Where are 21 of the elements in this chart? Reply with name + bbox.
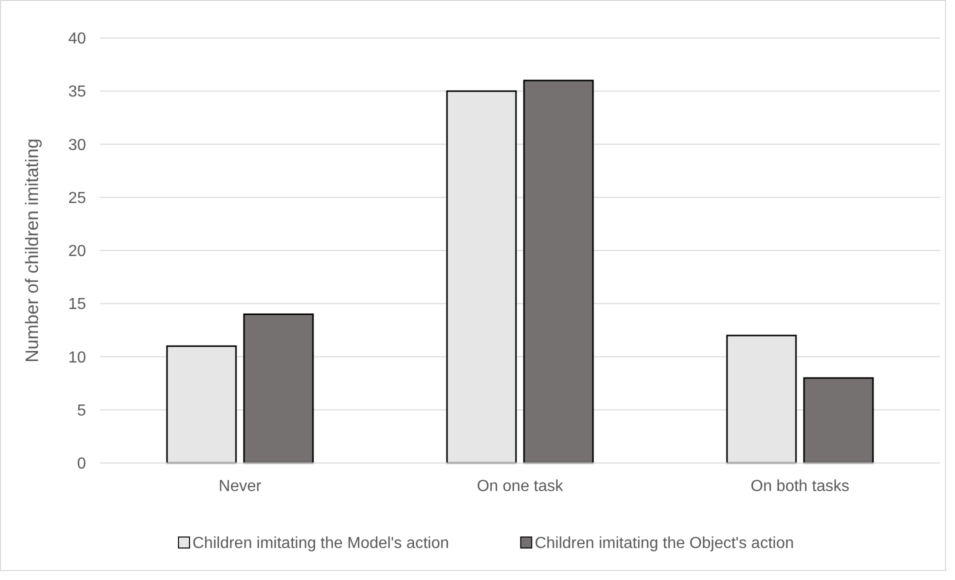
x-tick-label: On both tasks <box>750 478 850 495</box>
bar <box>523 80 594 464</box>
legend-label: Children imitating the Object's action <box>534 535 794 552</box>
y-tick-label: 40 <box>68 30 86 48</box>
y-tick-label: 0 <box>77 456 86 473</box>
y-tick-label: 35 <box>68 84 86 101</box>
bar <box>803 377 874 464</box>
y-tick-label: 10 <box>68 349 86 366</box>
y-tick-label: 15 <box>68 296 86 314</box>
bar <box>166 345 237 464</box>
y-tick-label: 20 <box>68 243 86 260</box>
bar <box>446 90 517 464</box>
x-tick-label: Never <box>218 478 262 495</box>
y-tick-label: 5 <box>77 402 86 420</box>
bar <box>726 334 797 464</box>
x-tick-label: On one task <box>476 478 564 495</box>
bar <box>243 314 314 464</box>
y-tick-label: 30 <box>68 136 86 154</box>
y-axis-title: Number of children imitating <box>22 138 42 363</box>
y-tick-label: 25 <box>68 190 86 207</box>
legend-label: Children imitating the Model's action <box>192 535 450 552</box>
